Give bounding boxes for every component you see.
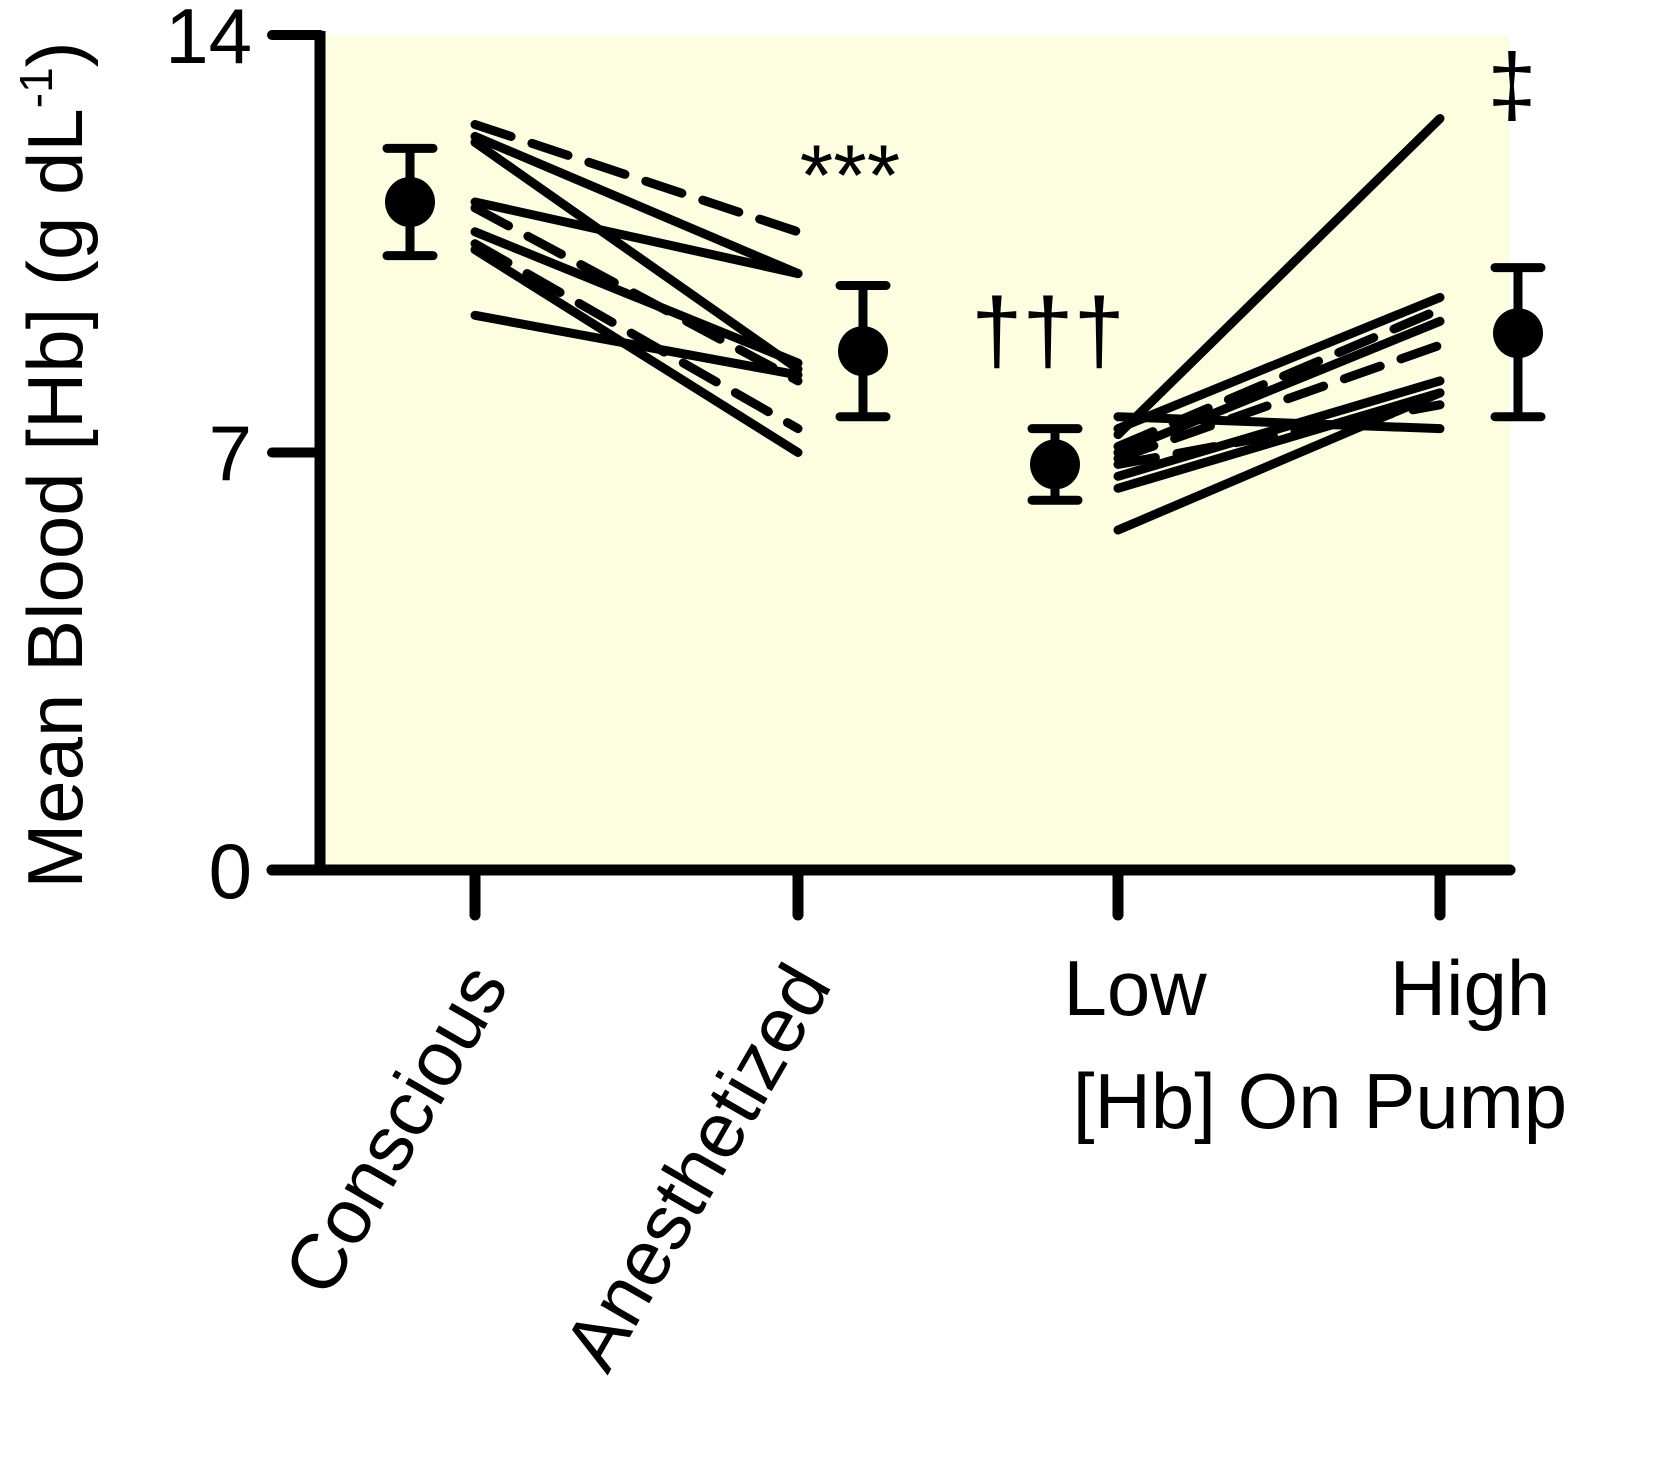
mean-point-low — [1030, 439, 1080, 490]
y-tick-label-14: 14 — [165, 0, 252, 80]
low-high-line-5 — [1113, 316, 1445, 457]
low-high-line-1 — [1113, 114, 1445, 440]
annotation-high: ‡ — [1488, 35, 1537, 134]
low-high-line-7 — [1113, 376, 1445, 481]
mean-point-conscious — [385, 177, 435, 227]
mean-point-high — [1493, 308, 1543, 359]
annotation-low: ††† — [971, 280, 1125, 382]
low-high-line-8 — [1113, 388, 1445, 493]
conscious-anesthetized-line-2 — [470, 131, 803, 279]
low-high-line-6 — [1113, 340, 1445, 463]
x-tick-label-high: High — [1390, 944, 1550, 1032]
y-axis-label: Mean Blood [Hb] (g dL-1) — [10, 41, 99, 888]
mean-point-anesthetized — [838, 326, 888, 377]
annotation-anesthetized: *** — [800, 128, 900, 224]
x-tick-label-anesthetized: Anesthetized — [546, 950, 848, 1385]
conscious-anesthetized-line-7 — [470, 239, 803, 434]
x-group-label: [Hb] On Pump — [1073, 1057, 1567, 1145]
conscious-anesthetized-line-9 — [470, 310, 803, 380]
low-high-line-4 — [1113, 304, 1445, 452]
low-high-line-3 — [1113, 292, 1445, 434]
x-tick-label-low: Low — [1063, 944, 1207, 1032]
y-tick-label-0: 0 — [209, 827, 252, 915]
conscious-anesthetized-line-4 — [470, 197, 803, 279]
conscious-anesthetized-line-1 — [470, 119, 803, 237]
conscious-anesthetized-line-3 — [470, 137, 803, 374]
low-high-line-2 — [1113, 412, 1445, 434]
conscious-anesthetized-line-6 — [470, 227, 803, 368]
conscious-anesthetized-line-8 — [470, 245, 803, 457]
axes — [266, 30, 1516, 921]
x-tick-label-conscious: Conscious — [266, 950, 524, 1309]
individual-lines — [470, 114, 1445, 535]
mean-markers — [382, 143, 1546, 505]
y-tick-label-7: 7 — [209, 410, 252, 498]
low-high-line-10 — [1113, 388, 1445, 535]
